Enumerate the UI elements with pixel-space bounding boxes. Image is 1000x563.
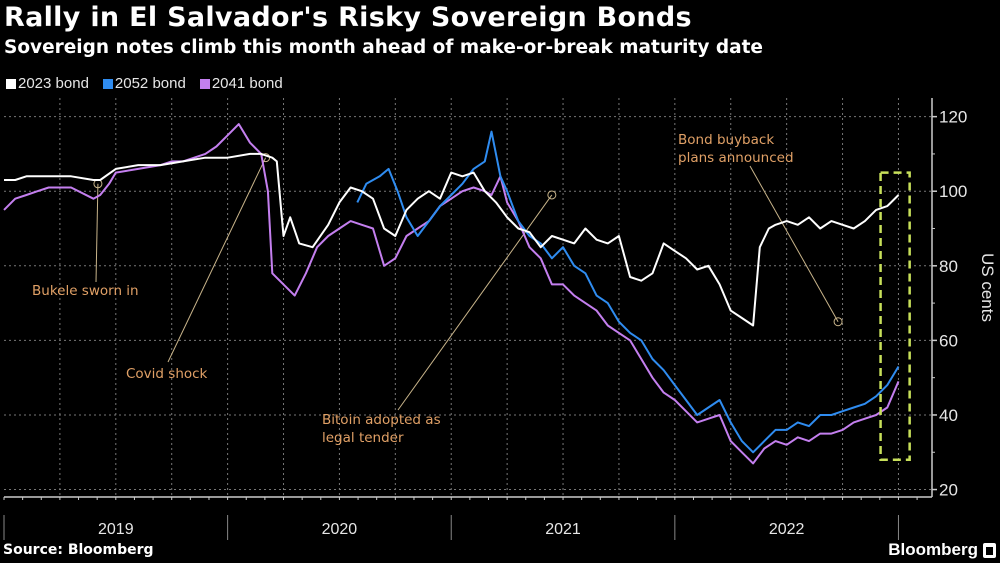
legend-label: 2041 bond — [211, 75, 283, 92]
bloomberg-terminal-icon — [983, 542, 996, 558]
series-line-2052-bond — [356, 130, 900, 454]
annotation-labels: Bukele sworn in Covid shock Bitoin adopted… — [32, 132, 911, 461]
annotation-line: Bond buyback — [678, 132, 774, 148]
legend-label: 2052 bond — [114, 75, 186, 92]
highlight-box — [879, 171, 911, 461]
legend-label: 2023 bond — [18, 75, 89, 92]
y-tick-label: 80 — [939, 257, 958, 276]
legend-swatch-2041 — [199, 78, 210, 89]
annotation-line: Bukele sworn in — [32, 283, 139, 299]
annotation-line: Bitoin adopted as — [322, 412, 441, 428]
brand-label: Bloomberg — [888, 540, 978, 559]
y-tick-label: 120 — [939, 108, 967, 127]
y-tick-label: 20 — [939, 481, 958, 500]
annotation-label: Bitoin adopted as legal tender — [322, 412, 441, 446]
legend-item-2052-bond: 2052 bond — [102, 75, 186, 92]
series-lines — [3, 123, 900, 465]
annotation-label: Bond buyback plans announced — [678, 132, 794, 166]
annotation-marker — [547, 190, 557, 200]
y-tick-label: 100 — [939, 182, 967, 201]
annotation-line: plans announced — [678, 150, 794, 166]
chart-title: Rally in El Salvador's Risky Sovereign B… — [4, 2, 692, 33]
annotation-label: Covid shock — [126, 366, 208, 382]
y-tick-label: 60 — [939, 331, 958, 350]
x-tick-label: 2019 — [98, 521, 134, 538]
y-tick-label: 40 — [939, 406, 958, 425]
axes: 20 40 60 80 100 120 US cents 2019 2020 2021 2022 — [3, 98, 997, 540]
annotation-line: Covid shock — [126, 366, 208, 382]
x-tick-label: 2020 — [322, 521, 358, 538]
legend-swatch-2052 — [102, 78, 113, 89]
x-tick-label: 2022 — [769, 521, 805, 538]
chart-subtitle: Sovereign notes climb this month ahead o… — [4, 37, 763, 58]
annotation-marker — [833, 317, 843, 327]
legend-swatch-2023 — [6, 78, 16, 89]
annotation-label: Bukele sworn in — [32, 283, 139, 299]
x-tick-label: 2021 — [545, 521, 581, 538]
legend-item-2041-bond: 2041 bond — [199, 75, 283, 92]
series-line-2023-bond — [4, 152, 900, 327]
bloomberg-logo: Bloomberg — [888, 540, 996, 560]
annotation-line: legal tender — [322, 430, 404, 446]
annotation-leaders — [93, 153, 843, 411]
y-axis-label: US cents — [978, 253, 997, 322]
annotation-leader-line — [95, 183, 99, 283]
annotation-leader-line — [167, 157, 267, 363]
grid-lines — [4, 98, 932, 497]
chart-legend: 2023 bond 2052 bond 2041 bond — [6, 75, 283, 92]
annotation-leader-line — [749, 165, 839, 322]
source-note: Source: Bloomberg — [3, 542, 154, 558]
legend-item-2023-bond: 2023 bond — [6, 75, 89, 92]
